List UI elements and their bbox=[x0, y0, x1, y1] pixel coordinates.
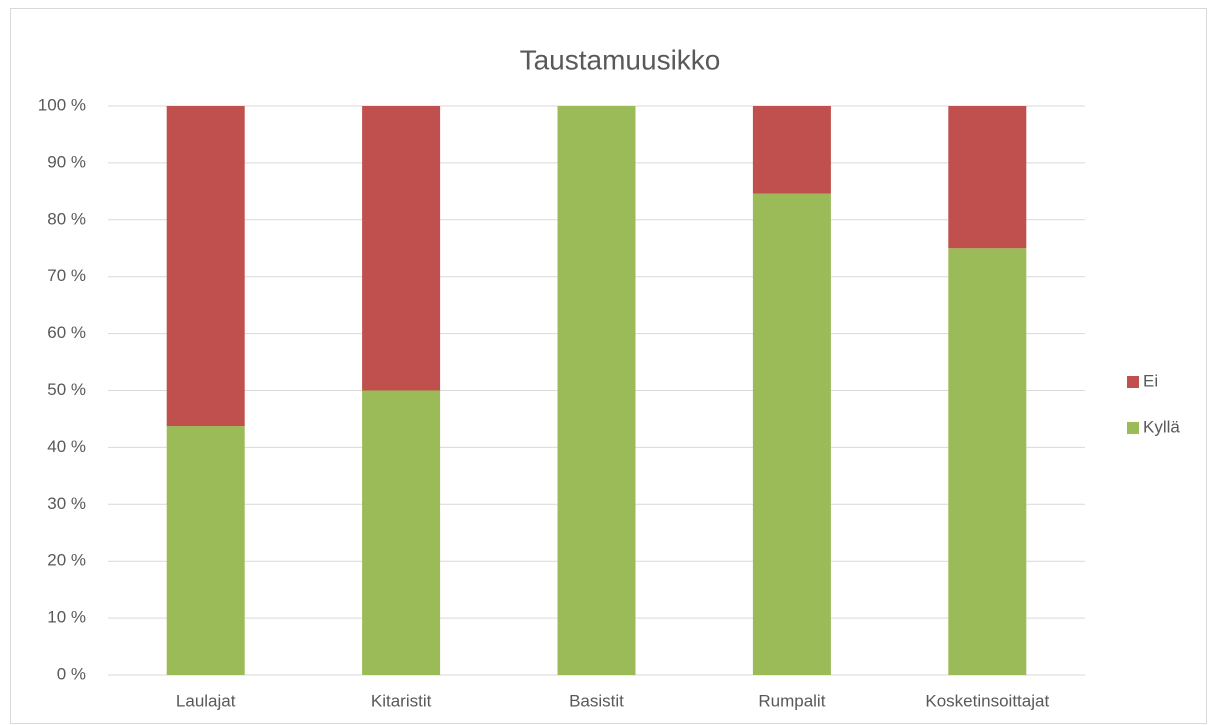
y-tick-label: 40 % bbox=[47, 437, 86, 456]
y-tick-label: 100 % bbox=[38, 95, 86, 114]
y-tick-label: 90 % bbox=[47, 152, 86, 171]
bar-segment bbox=[166, 426, 245, 675]
y-tick-label: 30 % bbox=[47, 494, 86, 513]
legend-label: Ei bbox=[1143, 371, 1158, 390]
legend-label: Kyllä bbox=[1143, 417, 1180, 436]
x-tick-label: Kosketinsoittajat bbox=[925, 691, 1049, 710]
bar-segment bbox=[752, 193, 831, 675]
y-tick-label: 20 % bbox=[47, 551, 86, 570]
y-tick-label: 10 % bbox=[47, 608, 86, 627]
legend-swatch bbox=[1127, 422, 1139, 434]
bar-segment bbox=[752, 106, 831, 194]
legend-swatch bbox=[1127, 376, 1139, 388]
x-tick-label: Basistit bbox=[569, 691, 624, 710]
bar-segment bbox=[362, 106, 441, 391]
bar-segment bbox=[362, 390, 441, 675]
bar-segment bbox=[166, 106, 245, 427]
x-tick-label: Rumpalit bbox=[758, 691, 825, 710]
y-tick-label: 0 % bbox=[57, 664, 86, 683]
y-tick-label: 70 % bbox=[47, 266, 86, 285]
y-tick-label: 80 % bbox=[47, 209, 86, 228]
x-tick-label: Kitaristit bbox=[371, 691, 432, 710]
bar-segment bbox=[557, 106, 636, 675]
bar-segment bbox=[948, 248, 1027, 675]
y-tick-label: 50 % bbox=[47, 380, 86, 399]
x-tick-label: Laulajat bbox=[176, 691, 236, 710]
chart-title: Taustamuusikko bbox=[520, 44, 721, 75]
bar-segment bbox=[948, 106, 1027, 249]
y-tick-label: 60 % bbox=[47, 323, 86, 342]
